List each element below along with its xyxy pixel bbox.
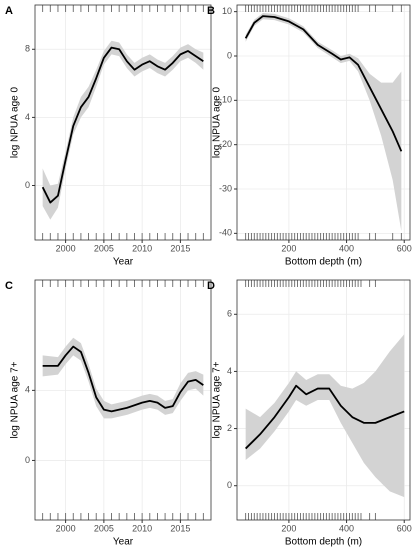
y-tick-label: 10 [222, 6, 232, 16]
x-axis-title: Year [113, 257, 134, 268]
x-tick-label: 2000 [56, 243, 76, 253]
x-tick-label: 2005 [94, 243, 114, 253]
panel-border [34, 279, 212, 521]
x-tick-label: 2015 [170, 243, 190, 253]
x-tick-label: 2000 [56, 523, 76, 533]
y-tick-label: -30 [219, 183, 232, 193]
x-axis-title: Year [113, 537, 134, 548]
y-axis-title: log NPUA age 0 [10, 86, 21, 158]
x-tick-label: 600 [397, 243, 412, 253]
panel-tag: C [5, 280, 13, 292]
smooth-line [245, 384, 405, 450]
plot-background [35, 5, 211, 240]
panel-tag: A [5, 5, 13, 17]
smooth-line [41, 46, 204, 204]
x-tick-label: 2015 [170, 523, 190, 533]
y-tick-label: -40 [219, 228, 232, 238]
y-tick-label: 0 [227, 480, 232, 490]
x-tick-label: 400 [339, 523, 354, 533]
confidence-band [245, 12, 402, 232]
y-axis-title: log NPUA age 7+ [10, 361, 21, 438]
panel-border [34, 4, 212, 241]
y-tick-label: 4 [25, 385, 30, 395]
y-tick-label: -20 [219, 139, 232, 149]
smooth-line [42, 345, 204, 413]
y-tick-label: 4 [227, 366, 232, 376]
x-tick-label: 200 [281, 523, 296, 533]
y-tick-label: 0 [25, 180, 30, 190]
x-axis-title: Bottom depth (m) [285, 537, 362, 548]
y-axis-title: log NPUA age 0 [212, 86, 223, 158]
y-axis-title: log NPUA age 7+ [212, 361, 223, 438]
y-tick-label: 8 [25, 44, 30, 54]
x-tick-label: 2005 [94, 523, 114, 533]
y-tick-label: 0 [25, 455, 30, 465]
x-axis-title: Bottom depth (m) [285, 257, 362, 268]
y-tick-label: 6 [227, 309, 232, 319]
confidence-band [245, 334, 405, 498]
x-tick-label: 600 [397, 523, 412, 533]
smooth-line [244, 15, 403, 152]
x-tick-label: 2010 [132, 523, 152, 533]
y-tick-label: -10 [219, 95, 232, 105]
x-tick-label: 200 [281, 243, 296, 253]
panel-tag: B [207, 5, 215, 17]
y-tick-label: 2 [227, 423, 232, 433]
panel-border [236, 4, 411, 241]
y-tick-label: 4 [25, 112, 30, 122]
panel-border [236, 279, 411, 521]
x-tick-label: 400 [339, 243, 354, 253]
y-tick-label: 0 [227, 50, 232, 60]
x-tick-label: 2010 [132, 243, 152, 253]
confidence-band [42, 40, 204, 220]
panel-tag: D [207, 280, 215, 292]
plot-background [35, 280, 211, 520]
